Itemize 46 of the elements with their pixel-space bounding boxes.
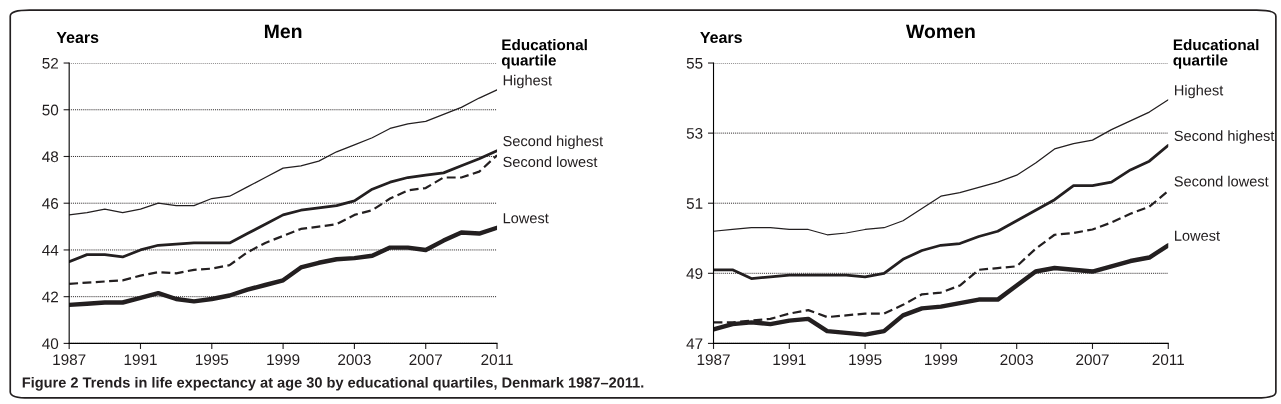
x-tick-label: 1987 — [697, 354, 730, 366]
caption: Figure 2 Trends in life expectancy at age 30 by educational quartiles, Denmark 1987–2011. — [22, 376, 644, 391]
chart-title: Men — [264, 24, 302, 39]
x-tick-label: 2007 — [409, 354, 442, 366]
chart-title: Women — [905, 24, 975, 39]
series-label: Second highest — [1174, 130, 1275, 144]
x-tick-label: 1999 — [267, 354, 300, 366]
y-axis-title: Years — [56, 31, 99, 44]
y-tick-label: 40 — [42, 338, 59, 350]
x-tick-label: 2003 — [1000, 354, 1034, 366]
y-tick-label: 51 — [686, 198, 703, 209]
series-label: Second lowest — [1174, 175, 1269, 187]
y-tick-label: 53 — [686, 127, 703, 139]
x-tick-label: 1991 — [124, 354, 157, 366]
x-tick-label: 2003 — [338, 354, 371, 366]
series-label: Highest — [503, 74, 552, 89]
line-series — [69, 225, 498, 308]
line-series — [713, 143, 1169, 280]
y-tick-label: 55 — [686, 58, 703, 69]
line-series — [713, 99, 1169, 236]
series-label: Lowest — [503, 213, 549, 224]
series-label: Second lowest — [503, 156, 598, 168]
y-axis-title: Years — [700, 31, 742, 44]
y-tick-label: 52 — [42, 57, 58, 69]
x-tick-label: 2011 — [1152, 354, 1184, 366]
series-label: Lowest — [1175, 230, 1220, 241]
series-label: Second highest — [503, 135, 604, 150]
series-label: Highest — [1175, 84, 1224, 99]
x-tick-label: 1987 — [53, 354, 86, 366]
y-tick-label: 42 — [42, 291, 58, 303]
legend-title: Educational quartile — [501, 39, 587, 69]
x-tick-label: 2011 — [481, 354, 513, 366]
y-tick-label: 48 — [42, 151, 59, 163]
x-tick-label: 1995 — [849, 354, 882, 366]
legend-title: Educational quartile — [1173, 39, 1259, 69]
x-tick-label: 1999 — [925, 354, 958, 366]
x-tick-label: 1995 — [195, 354, 229, 366]
y-tick-label: 50 — [42, 104, 59, 116]
x-tick-label: 2007 — [1076, 354, 1109, 366]
x-tick-label: 1991 — [773, 354, 806, 366]
y-tick-label: 44 — [42, 244, 59, 256]
y-tick-label: 47 — [686, 338, 703, 349]
line-series — [69, 89, 498, 216]
y-tick-label: 49 — [686, 268, 703, 279]
line-series — [69, 149, 498, 264]
y-tick-label: 46 — [42, 198, 59, 209]
